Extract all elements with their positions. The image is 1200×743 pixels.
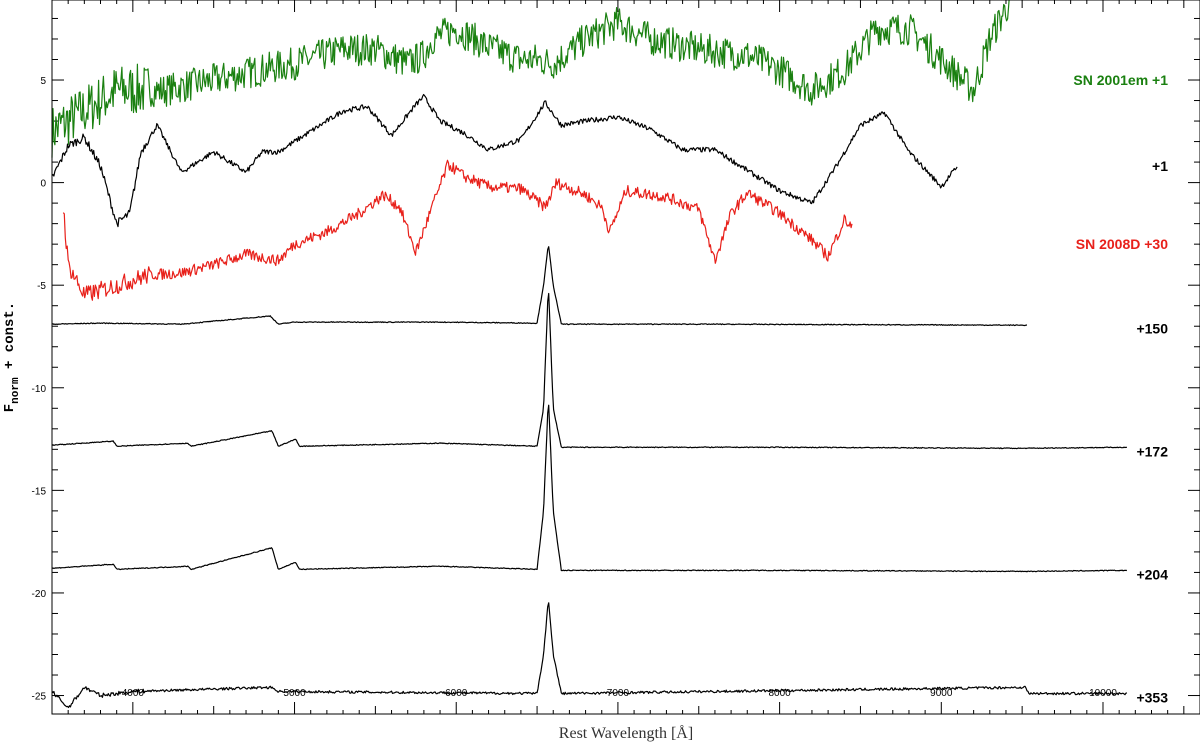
series-label: SN 2008D +30 <box>1076 236 1168 252</box>
spectrum-line <box>51 246 1028 327</box>
series-label: +172 <box>1136 443 1168 459</box>
spectrum-line <box>51 602 1128 709</box>
x-axis-label: Rest Wavelength [Å] <box>559 724 693 742</box>
x-tick-label: 5000 <box>283 688 306 699</box>
series-label: +353 <box>1136 690 1168 706</box>
x-tick-label: 4000 <box>122 688 145 699</box>
y-tick-label: -15 <box>32 486 47 497</box>
series-label: +150 <box>1136 320 1168 336</box>
spectrum-line <box>51 0 1010 158</box>
spectrum-line <box>62 159 853 301</box>
y-tick-label: -10 <box>32 384 47 395</box>
x-tick-label: 7000 <box>607 688 630 699</box>
x-tick-label: 6000 <box>445 688 468 699</box>
y-axis-label-main: F <box>2 404 18 412</box>
spectrum-line <box>51 93 958 228</box>
spectrum-line <box>51 404 1127 573</box>
axis-ticks: 4000 5000 6000 7000 8000 9000 1000050-5-10-15-… <box>32 0 1200 714</box>
y-axis-label: Fnorm + const. <box>2 302 22 412</box>
y-tick-label: -20 <box>32 589 47 600</box>
y-axis-label-rest: + const. <box>2 302 18 378</box>
series-label: +1 <box>1152 158 1168 174</box>
y-axis-label-sub: norm <box>10 377 22 404</box>
y-tick-label: 0 <box>40 179 46 190</box>
plot-frame <box>51 0 1200 715</box>
spectrum-line <box>51 292 1127 450</box>
series-labels: SN 2001em +1 +1 SN 2008D +30 +150 +172 +204 +3… <box>1073 72 1168 706</box>
series-label: +204 <box>1136 566 1168 582</box>
y-tick-label: 5 <box>40 76 46 87</box>
series-label: SN 2001em +1 <box>1073 72 1168 88</box>
y-tick-label: -25 <box>32 692 47 703</box>
spectra-series <box>51 0 1128 709</box>
y-tick-label: -5 <box>37 281 46 292</box>
x-tick-label: 8000 <box>768 688 791 699</box>
x-tick-label: 9000 <box>930 688 953 699</box>
